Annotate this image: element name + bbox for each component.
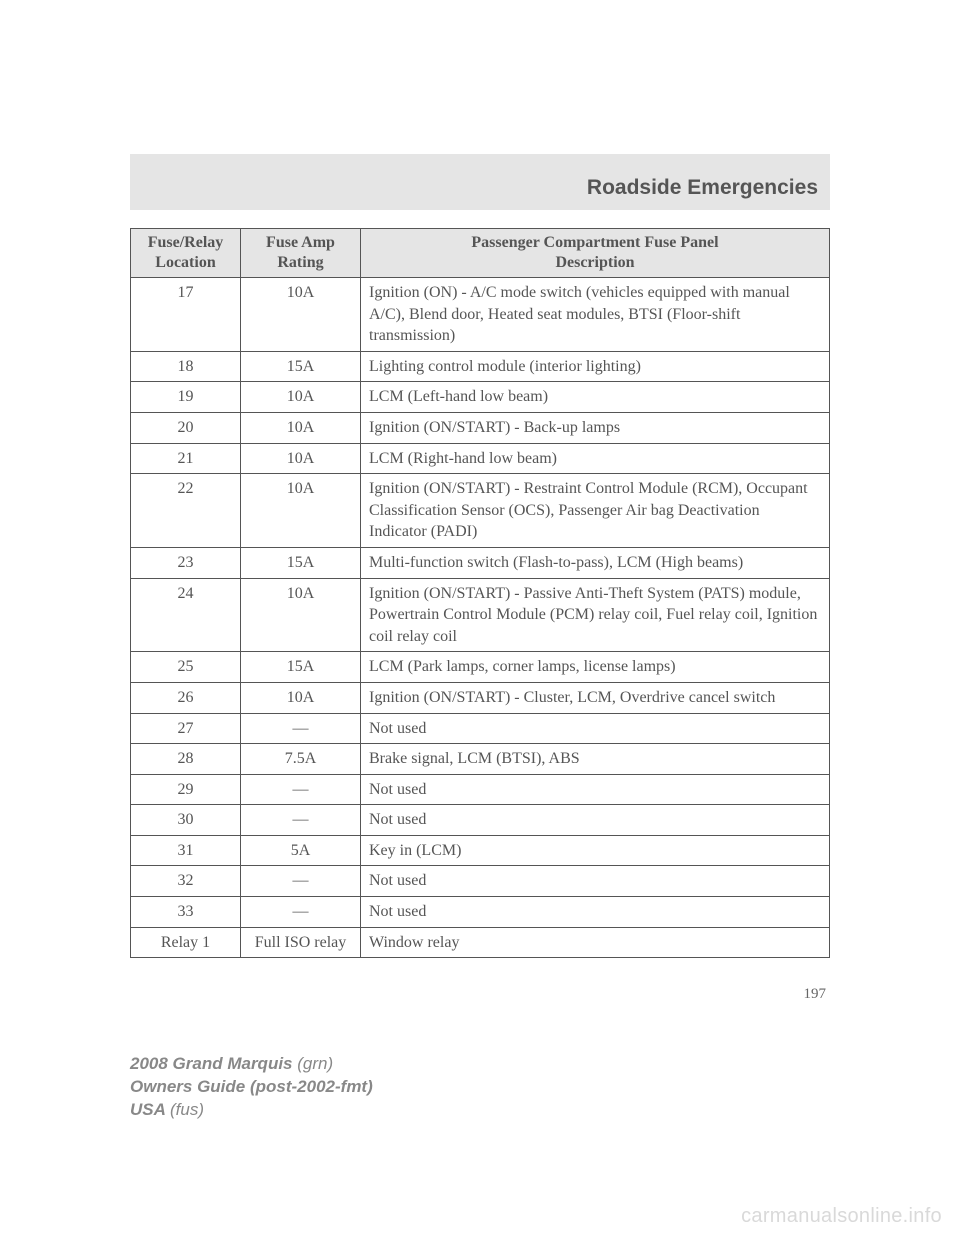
table-row: 33—Not used: [131, 897, 830, 928]
table-row: 2410AIgnition (ON/START) - Passive Anti-…: [131, 578, 830, 652]
table-row: 1910ALCM (Left-hand low beam): [131, 382, 830, 413]
cell-description: Lighting control module (interior lighti…: [361, 351, 830, 382]
footer-code: (fus): [170, 1100, 204, 1119]
cell-amp: 15A: [241, 652, 361, 683]
cell-amp: 10A: [241, 682, 361, 713]
table-row: 27—Not used: [131, 713, 830, 744]
cell-description: Ignition (ON) - A/C mode switch (vehicle…: [361, 278, 830, 352]
page-content: Roadside Emergencies Fuse/Relay Location…: [0, 0, 960, 1003]
cell-location: 25: [131, 652, 241, 683]
cell-amp: 15A: [241, 547, 361, 578]
cell-amp: —: [241, 897, 361, 928]
footer-region: USA: [130, 1100, 170, 1119]
cell-location: 22: [131, 474, 241, 548]
cell-amp: Full ISO relay: [241, 927, 361, 958]
cell-description: Ignition (ON/START) - Passive Anti-Theft…: [361, 578, 830, 652]
cell-amp: —: [241, 713, 361, 744]
table-row: 2110ALCM (Right-hand low beam): [131, 443, 830, 474]
cell-location: 24: [131, 578, 241, 652]
cell-description: Not used: [361, 866, 830, 897]
th-text: Location: [155, 254, 215, 271]
cell-amp: 10A: [241, 412, 361, 443]
cell-description: Ignition (ON/START) - Restraint Control …: [361, 474, 830, 548]
table-row: 32—Not used: [131, 866, 830, 897]
th-text: Fuse Amp: [266, 234, 335, 251]
table-row: Relay 1Full ISO relayWindow relay: [131, 927, 830, 958]
cell-location: 21: [131, 443, 241, 474]
table-row: 2315AMulti-function switch (Flash-to-pas…: [131, 547, 830, 578]
doc-footer: 2008 Grand Marquis (grn) Owners Guide (p…: [130, 1053, 373, 1122]
th-text: Passenger Compartment Fuse Panel: [471, 234, 718, 251]
watermark-text: carmanualsonline.info: [741, 1205, 942, 1228]
cell-location: 27: [131, 713, 241, 744]
cell-location: 28: [131, 744, 241, 775]
table-row: 30—Not used: [131, 805, 830, 836]
fuse-table-body: 1710AIgnition (ON) - A/C mode switch (ve…: [131, 278, 830, 958]
th-text: Description: [555, 254, 634, 271]
cell-location: 29: [131, 774, 241, 805]
cell-description: Window relay: [361, 927, 830, 958]
cell-description: Brake signal, LCM (BTSI), ABS: [361, 744, 830, 775]
cell-location: Relay 1: [131, 927, 241, 958]
cell-description: Multi-function switch (Flash-to-pass), L…: [361, 547, 830, 578]
table-row: 1710AIgnition (ON) - A/C mode switch (ve…: [131, 278, 830, 352]
cell-description: Not used: [361, 774, 830, 805]
table-row: 315AKey in (LCM): [131, 835, 830, 866]
cell-location: 30: [131, 805, 241, 836]
col-header-description: Passenger Compartment Fuse Panel Descrip…: [361, 229, 830, 278]
table-row: 2610AIgnition (ON/START) - Cluster, LCM,…: [131, 682, 830, 713]
cell-location: 17: [131, 278, 241, 352]
cell-amp: —: [241, 805, 361, 836]
cell-amp: —: [241, 866, 361, 897]
cell-amp: 10A: [241, 474, 361, 548]
cell-description: LCM (Park lamps, corner lamps, license l…: [361, 652, 830, 683]
cell-description: LCM (Right-hand low beam): [361, 443, 830, 474]
fuse-table: Fuse/Relay Location Fuse Amp Rating Pass…: [130, 228, 830, 958]
cell-description: Not used: [361, 805, 830, 836]
cell-amp: 10A: [241, 443, 361, 474]
cell-location: 31: [131, 835, 241, 866]
cell-location: 18: [131, 351, 241, 382]
cell-location: 19: [131, 382, 241, 413]
footer-line-3: USA (fus): [130, 1099, 373, 1122]
cell-amp: 5A: [241, 835, 361, 866]
cell-location: 33: [131, 897, 241, 928]
cell-description: Not used: [361, 897, 830, 928]
table-row: 2010AIgnition (ON/START) - Back-up lamps: [131, 412, 830, 443]
col-header-amp: Fuse Amp Rating: [241, 229, 361, 278]
footer-line-1: 2008 Grand Marquis (grn): [130, 1053, 373, 1076]
cell-description: Not used: [361, 713, 830, 744]
table-row: 29—Not used: [131, 774, 830, 805]
cell-location: 26: [131, 682, 241, 713]
th-text: Fuse/Relay: [148, 234, 224, 251]
footer-model: 2008 Grand Marquis: [130, 1054, 297, 1073]
cell-description: LCM (Left-hand low beam): [361, 382, 830, 413]
th-text: Rating: [277, 254, 323, 271]
col-header-location: Fuse/Relay Location: [131, 229, 241, 278]
table-row: 2210AIgnition (ON/START) - Restraint Con…: [131, 474, 830, 548]
table-row: 2515ALCM (Park lamps, corner lamps, lice…: [131, 652, 830, 683]
cell-amp: 10A: [241, 278, 361, 352]
page-number: 197: [130, 986, 830, 1003]
cell-location: 20: [131, 412, 241, 443]
cell-amp: 7.5A: [241, 744, 361, 775]
table-row: 287.5ABrake signal, LCM (BTSI), ABS: [131, 744, 830, 775]
cell-amp: —: [241, 774, 361, 805]
section-title: Roadside Emergencies: [587, 176, 818, 200]
footer-code: (grn): [297, 1054, 333, 1073]
cell-description: Ignition (ON/START) - Back-up lamps: [361, 412, 830, 443]
footer-line-2: Owners Guide (post-2002-fmt): [130, 1076, 373, 1099]
cell-description: Key in (LCM): [361, 835, 830, 866]
cell-amp: 15A: [241, 351, 361, 382]
cell-amp: 10A: [241, 578, 361, 652]
cell-amp: 10A: [241, 382, 361, 413]
table-row: 1815ALighting control module (interior l…: [131, 351, 830, 382]
cell-location: 23: [131, 547, 241, 578]
cell-location: 32: [131, 866, 241, 897]
section-header-bar: Roadside Emergencies: [130, 154, 830, 210]
cell-description: Ignition (ON/START) - Cluster, LCM, Over…: [361, 682, 830, 713]
